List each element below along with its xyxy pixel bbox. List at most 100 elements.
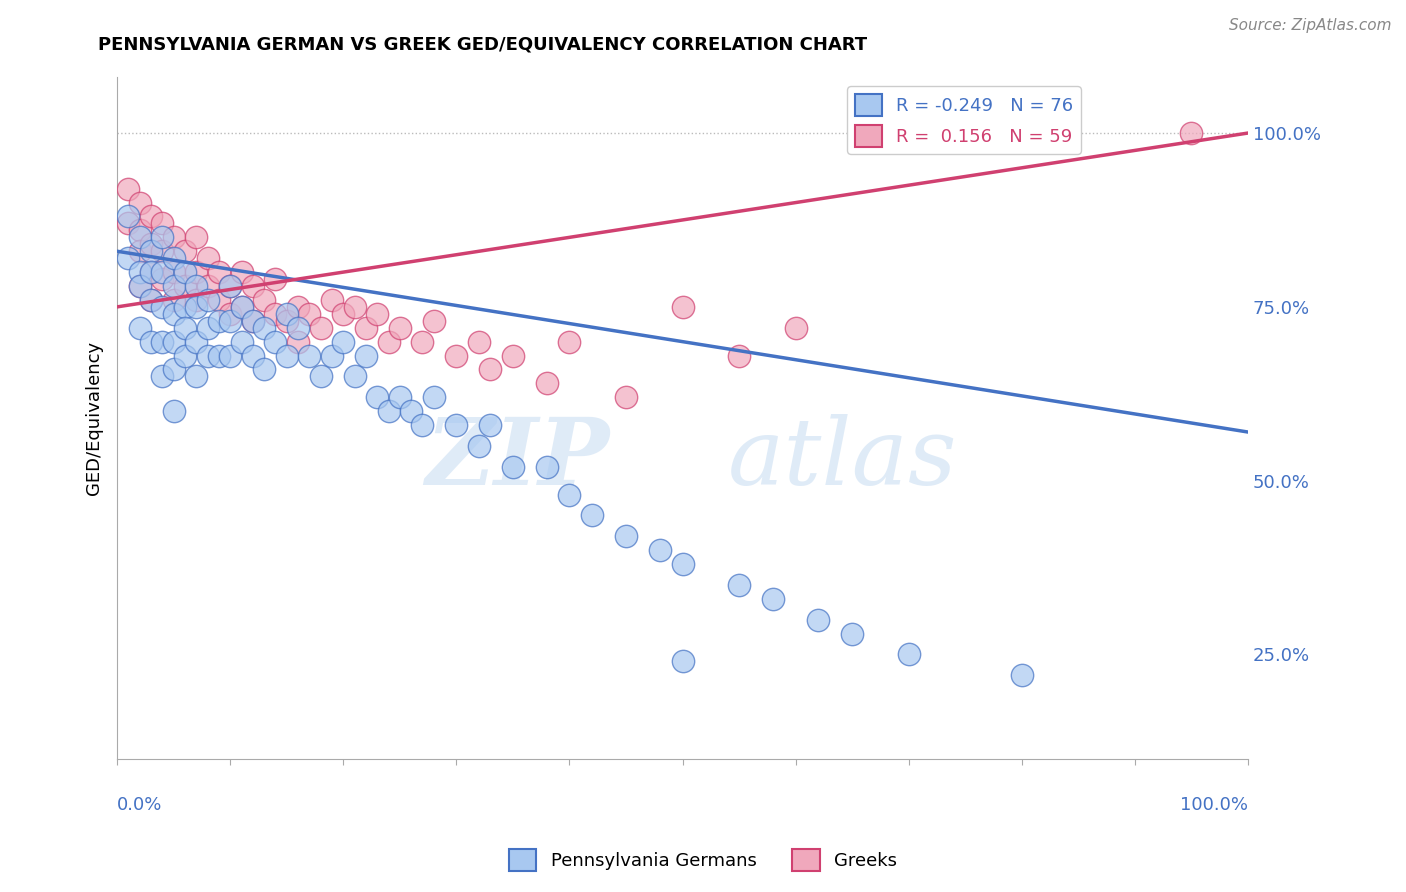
Point	[728, 349, 751, 363]
Point	[139, 237, 162, 252]
Point	[242, 279, 264, 293]
Point	[253, 320, 276, 334]
Point	[411, 418, 433, 433]
Point	[648, 543, 671, 558]
Point	[163, 334, 186, 349]
Point	[354, 320, 377, 334]
Point	[264, 307, 287, 321]
Point	[208, 293, 231, 307]
Point	[468, 334, 491, 349]
Point	[128, 244, 150, 259]
Point	[728, 578, 751, 592]
Point	[343, 369, 366, 384]
Point	[502, 349, 524, 363]
Point	[163, 251, 186, 265]
Point	[163, 230, 186, 244]
Point	[139, 265, 162, 279]
Point	[163, 265, 186, 279]
Point	[264, 272, 287, 286]
Point	[242, 349, 264, 363]
Point	[128, 279, 150, 293]
Point	[128, 195, 150, 210]
Point	[807, 613, 830, 627]
Point	[139, 244, 162, 259]
Point	[219, 279, 242, 293]
Point	[186, 279, 208, 293]
Point	[186, 334, 208, 349]
Point	[139, 293, 162, 307]
Point	[614, 529, 637, 543]
Point	[332, 334, 354, 349]
Point	[581, 508, 603, 523]
Point	[785, 320, 807, 334]
Point	[321, 293, 343, 307]
Point	[558, 487, 581, 501]
Point	[139, 265, 162, 279]
Point	[197, 349, 219, 363]
Point	[276, 307, 298, 321]
Point	[423, 314, 446, 328]
Point	[128, 279, 150, 293]
Point	[163, 307, 186, 321]
Point	[197, 251, 219, 265]
Point	[186, 265, 208, 279]
Point	[117, 216, 139, 230]
Point	[446, 349, 468, 363]
Point	[411, 334, 433, 349]
Point	[343, 300, 366, 314]
Point	[897, 648, 920, 662]
Point	[139, 334, 162, 349]
Point	[117, 210, 139, 224]
Point	[399, 404, 422, 418]
Point	[117, 251, 139, 265]
Point	[152, 369, 174, 384]
Point	[174, 300, 197, 314]
Point	[231, 265, 253, 279]
Point	[139, 293, 162, 307]
Point	[152, 334, 174, 349]
Point	[152, 300, 174, 314]
Point	[264, 334, 287, 349]
Point	[253, 362, 276, 376]
Point	[139, 210, 162, 224]
Point	[298, 307, 321, 321]
Point	[186, 300, 208, 314]
Point	[377, 334, 399, 349]
Point	[128, 223, 150, 237]
Point	[231, 300, 253, 314]
Point	[208, 314, 231, 328]
Point	[231, 300, 253, 314]
Point	[366, 390, 388, 404]
Point	[762, 591, 785, 606]
Point	[174, 349, 197, 363]
Point	[219, 349, 242, 363]
Point	[152, 230, 174, 244]
Point	[388, 320, 411, 334]
Point	[253, 293, 276, 307]
Y-axis label: GED/Equivalency: GED/Equivalency	[86, 341, 103, 495]
Point	[309, 369, 332, 384]
Point	[231, 334, 253, 349]
Point	[841, 626, 863, 640]
Point	[163, 362, 186, 376]
Point	[174, 320, 197, 334]
Point	[479, 418, 502, 433]
Point	[128, 320, 150, 334]
Point	[152, 216, 174, 230]
Point	[423, 390, 446, 404]
Point	[186, 293, 208, 307]
Text: 100.0%: 100.0%	[1180, 797, 1249, 814]
Point	[174, 265, 197, 279]
Point	[197, 279, 219, 293]
Point	[128, 230, 150, 244]
Text: ZIP: ZIP	[425, 414, 609, 504]
Point	[208, 265, 231, 279]
Legend: Pennsylvania Germans, Greeks: Pennsylvania Germans, Greeks	[502, 842, 904, 879]
Point	[388, 390, 411, 404]
Point	[152, 272, 174, 286]
Point	[163, 293, 186, 307]
Text: PENNSYLVANIA GERMAN VS GREEK GED/EQUIVALENCY CORRELATION CHART: PENNSYLVANIA GERMAN VS GREEK GED/EQUIVAL…	[98, 36, 868, 54]
Point	[152, 244, 174, 259]
Point	[558, 334, 581, 349]
Point	[1180, 126, 1202, 140]
